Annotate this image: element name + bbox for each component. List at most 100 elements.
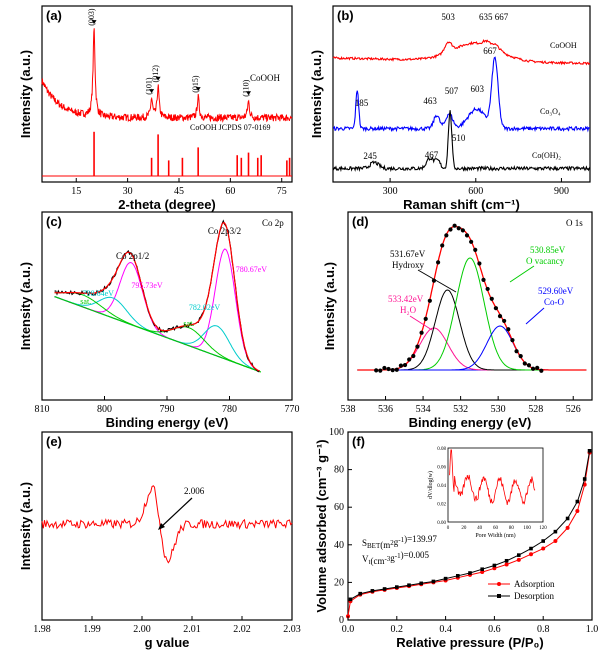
desorption-point [541, 539, 545, 543]
peak-label: 533.42eV [388, 294, 424, 304]
inset-y-tick: 0.04 [437, 484, 446, 489]
y-tick-label: 60 [334, 502, 344, 513]
panel-label: (c) [46, 214, 62, 229]
data-point [497, 314, 503, 319]
raman-curve [332, 56, 591, 133]
inset-x-tick: 40 [477, 526, 483, 531]
data-point [526, 363, 532, 368]
data-point [506, 327, 511, 332]
peak-label: (012) [151, 65, 160, 83]
x-tick-label: 536 [378, 404, 393, 415]
adsorption-point [492, 566, 497, 571]
arrow-head [158, 523, 165, 530]
data-point [423, 316, 428, 321]
adsorption-point [541, 546, 546, 551]
data-point [477, 261, 482, 266]
y-axis-label: Volume adsorbed (cm⁻³ g⁻¹) [314, 439, 329, 612]
x-tick-label: 810 [35, 404, 50, 415]
x-tick-label: 0.8 [537, 624, 550, 635]
series-name: Co(OH)₂ [532, 151, 561, 160]
desorption-point [529, 546, 533, 551]
g-value-label: 2.006 [184, 486, 205, 496]
peak-label: 782.02eV [189, 303, 221, 312]
epr-curve [41, 485, 293, 564]
inset-x-tick: 100 [523, 526, 531, 531]
inset-x-tick: 0 [447, 526, 450, 531]
desorption-point [575, 499, 580, 504]
x-tick-label: 2.02 [233, 624, 251, 635]
inset-y-tick: 0.00 [437, 521, 446, 526]
peak-label: Co 2p3/2 [208, 226, 241, 236]
peak-label: 467 [425, 150, 439, 160]
series-name: CoOOH [250, 73, 281, 83]
data-point [448, 227, 453, 232]
vt-label: Vt(cm-3g-1)=0.005 [362, 550, 429, 566]
panel-label: (e) [46, 434, 62, 449]
desorption-point [407, 583, 411, 588]
data-point [510, 338, 515, 343]
data-point [427, 298, 432, 303]
data-point [464, 233, 470, 238]
data-point [514, 349, 519, 354]
peak-sublabel: Co-O [544, 297, 565, 307]
legend-label: Adsorption [514, 579, 555, 589]
peak-label: 667 [483, 46, 497, 56]
x-tick-label: 15 [71, 186, 81, 197]
inset-y-tick: 0.08 [437, 447, 446, 452]
peak-label: 529.60eV [538, 286, 574, 296]
series-name: CoOOH [550, 41, 577, 50]
x-tick-label: 2.03 [283, 624, 301, 635]
inset-x-tick: 20 [461, 526, 467, 531]
y-tick-label: 20 [334, 577, 344, 588]
sat-label: sat. [183, 319, 194, 328]
peak-label: 503 [441, 12, 455, 22]
data-point [493, 306, 499, 311]
data-point [435, 260, 441, 265]
peak-sublabel: Hydroxy [392, 260, 424, 270]
desorption-point [504, 558, 509, 563]
x-axis-label: Raman shift (cm⁻¹) [403, 197, 520, 212]
x-axis-label: Binding energy (eV) [409, 415, 532, 430]
desorption-point [492, 563, 497, 568]
annotation-arrow [525, 307, 545, 325]
y-axis-label: Intensity (a.u.) [18, 50, 33, 138]
data-point [452, 223, 457, 228]
x-tick-label: 770 [285, 404, 300, 415]
x-tick-label: 300 [383, 186, 398, 197]
isotherm-line [350, 450, 591, 600]
peak-marker [155, 76, 161, 81]
data-point [394, 367, 399, 372]
inset-y-tick: 0.06 [437, 466, 446, 471]
x-tick-label: 900 [554, 186, 569, 197]
x-tick-label: 0.2 [391, 624, 404, 635]
inset-curve [449, 449, 536, 506]
legend-label: Desorption [514, 591, 554, 601]
peak-label: 530.85eV [530, 245, 566, 255]
x-tick-label: 534 [416, 404, 431, 415]
y-axis-label: Intensity (a.u.) [309, 50, 324, 138]
x-tick-label: 0.6 [488, 624, 501, 635]
data-point [539, 368, 544, 373]
raman-curve [332, 110, 591, 173]
peak-label: 780.67eV [236, 265, 268, 274]
y-tick-label: 80 [334, 465, 344, 476]
data-point [415, 344, 420, 349]
data-point [469, 239, 474, 244]
raman-plot-frame [332, 5, 591, 183]
data-point [456, 226, 461, 231]
inset-x-tick: 120 [539, 526, 547, 531]
panel-label: (f) [352, 434, 365, 449]
adsorption-point [565, 525, 570, 530]
x-tick-label: 1.0 [586, 624, 599, 635]
desorption-point [443, 576, 448, 581]
peak-marker [91, 20, 97, 25]
data-point [419, 330, 424, 335]
data-point [407, 357, 412, 362]
sbet-label: SBET(m2g-1)=139.97 [362, 534, 437, 550]
x-tick-label: 30 [123, 186, 133, 197]
y-tick-label: 100 [329, 427, 344, 438]
peak-label: 463 [423, 96, 437, 106]
data-point [386, 366, 391, 372]
epr-plot-frame [41, 431, 293, 621]
y-tick-label: 40 [334, 540, 344, 551]
